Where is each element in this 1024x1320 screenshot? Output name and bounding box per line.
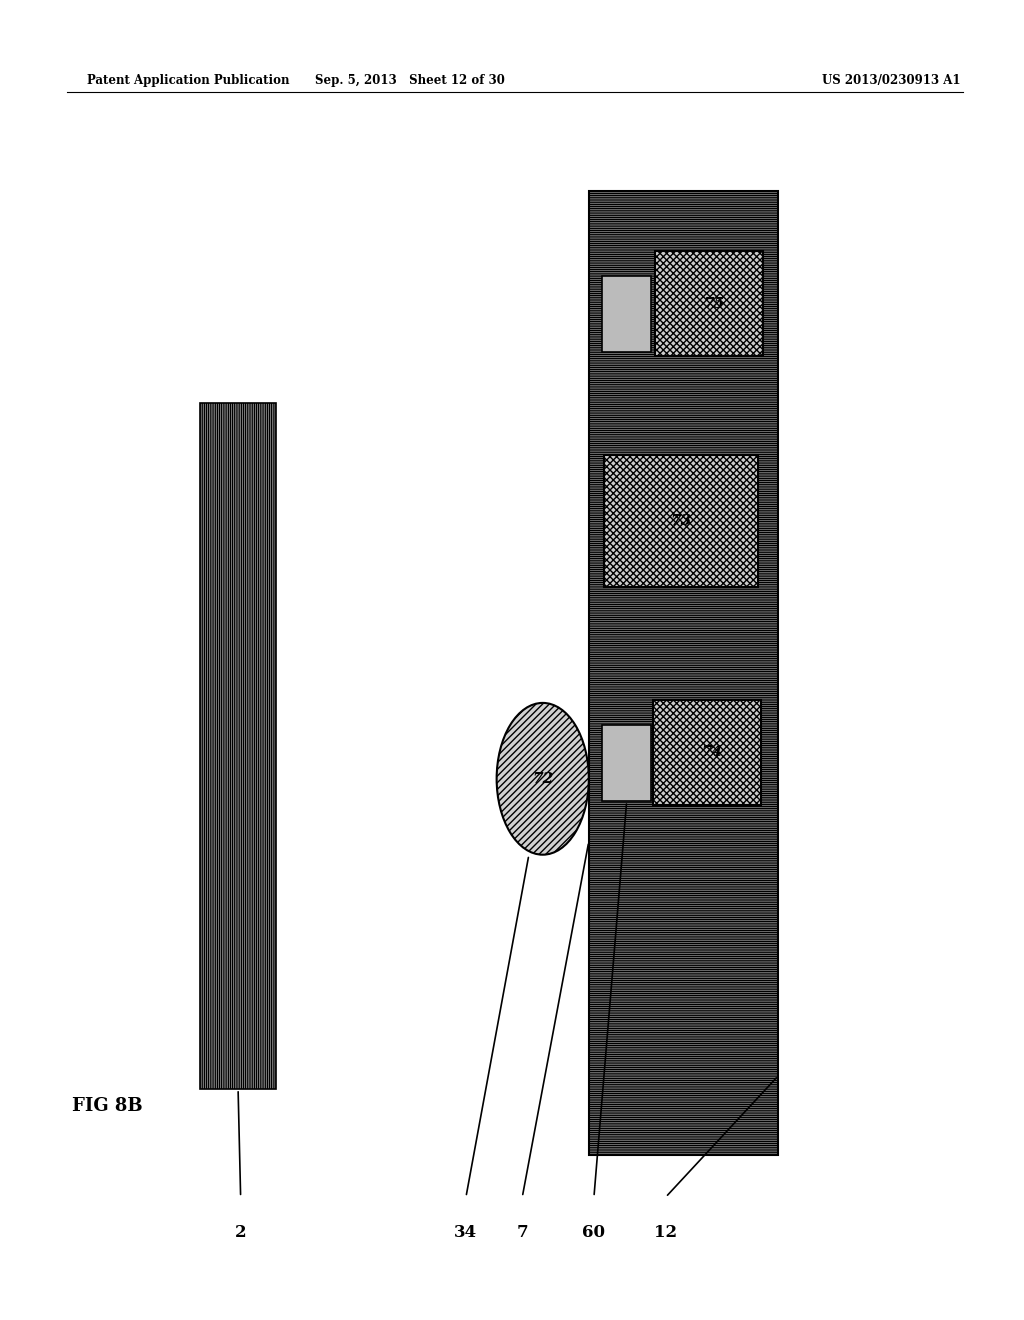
Bar — [589, 191, 778, 1155]
Bar — [653, 700, 761, 805]
Text: 73: 73 — [671, 515, 691, 528]
Text: US 2013/0230913 A1: US 2013/0230913 A1 — [821, 74, 961, 87]
Text: 74: 74 — [701, 746, 723, 759]
Bar — [200, 403, 276, 1089]
Bar — [602, 725, 651, 801]
Text: 2: 2 — [234, 1224, 247, 1241]
Bar — [604, 455, 758, 587]
Ellipse shape — [497, 704, 589, 855]
Text: Patent Application Publication: Patent Application Publication — [87, 74, 290, 87]
Text: 7: 7 — [516, 1224, 528, 1241]
Text: Sep. 5, 2013   Sheet 12 of 30: Sep. 5, 2013 Sheet 12 of 30 — [314, 74, 505, 87]
Text: 72: 72 — [532, 772, 553, 785]
Text: FIG 8B: FIG 8B — [72, 1097, 142, 1115]
Text: 34: 34 — [455, 1224, 477, 1241]
Text: 12: 12 — [654, 1224, 677, 1241]
Text: 60: 60 — [583, 1224, 605, 1241]
Bar — [655, 251, 763, 356]
Bar — [602, 276, 651, 352]
Text: 75: 75 — [703, 297, 725, 310]
